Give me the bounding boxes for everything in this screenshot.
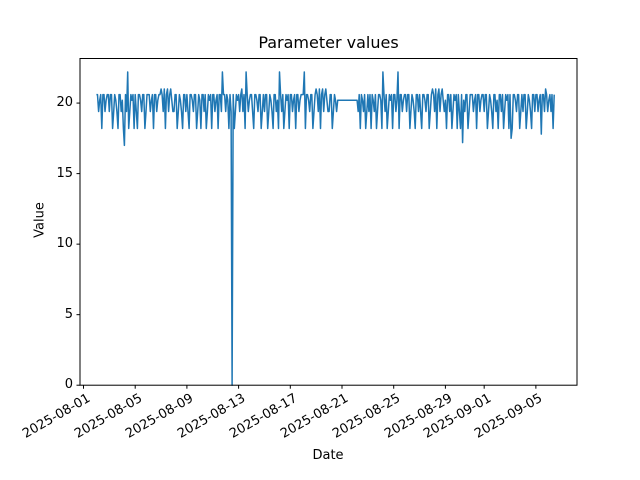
y-tick-label: 20 — [56, 95, 73, 111]
tick-marks — [76, 102, 537, 389]
y-tick-label: 10 — [56, 236, 73, 252]
chart-title: Parameter values — [258, 33, 399, 52]
y-tick-label: 15 — [56, 165, 73, 181]
y-axis-label: Value — [32, 202, 48, 238]
y-tick-label: 5 — [64, 306, 73, 322]
x-axis-label: Date — [312, 448, 344, 463]
y-tick-label: 0 — [64, 377, 73, 393]
data-series-line — [96, 71, 555, 386]
axes-frame — [79, 58, 578, 386]
